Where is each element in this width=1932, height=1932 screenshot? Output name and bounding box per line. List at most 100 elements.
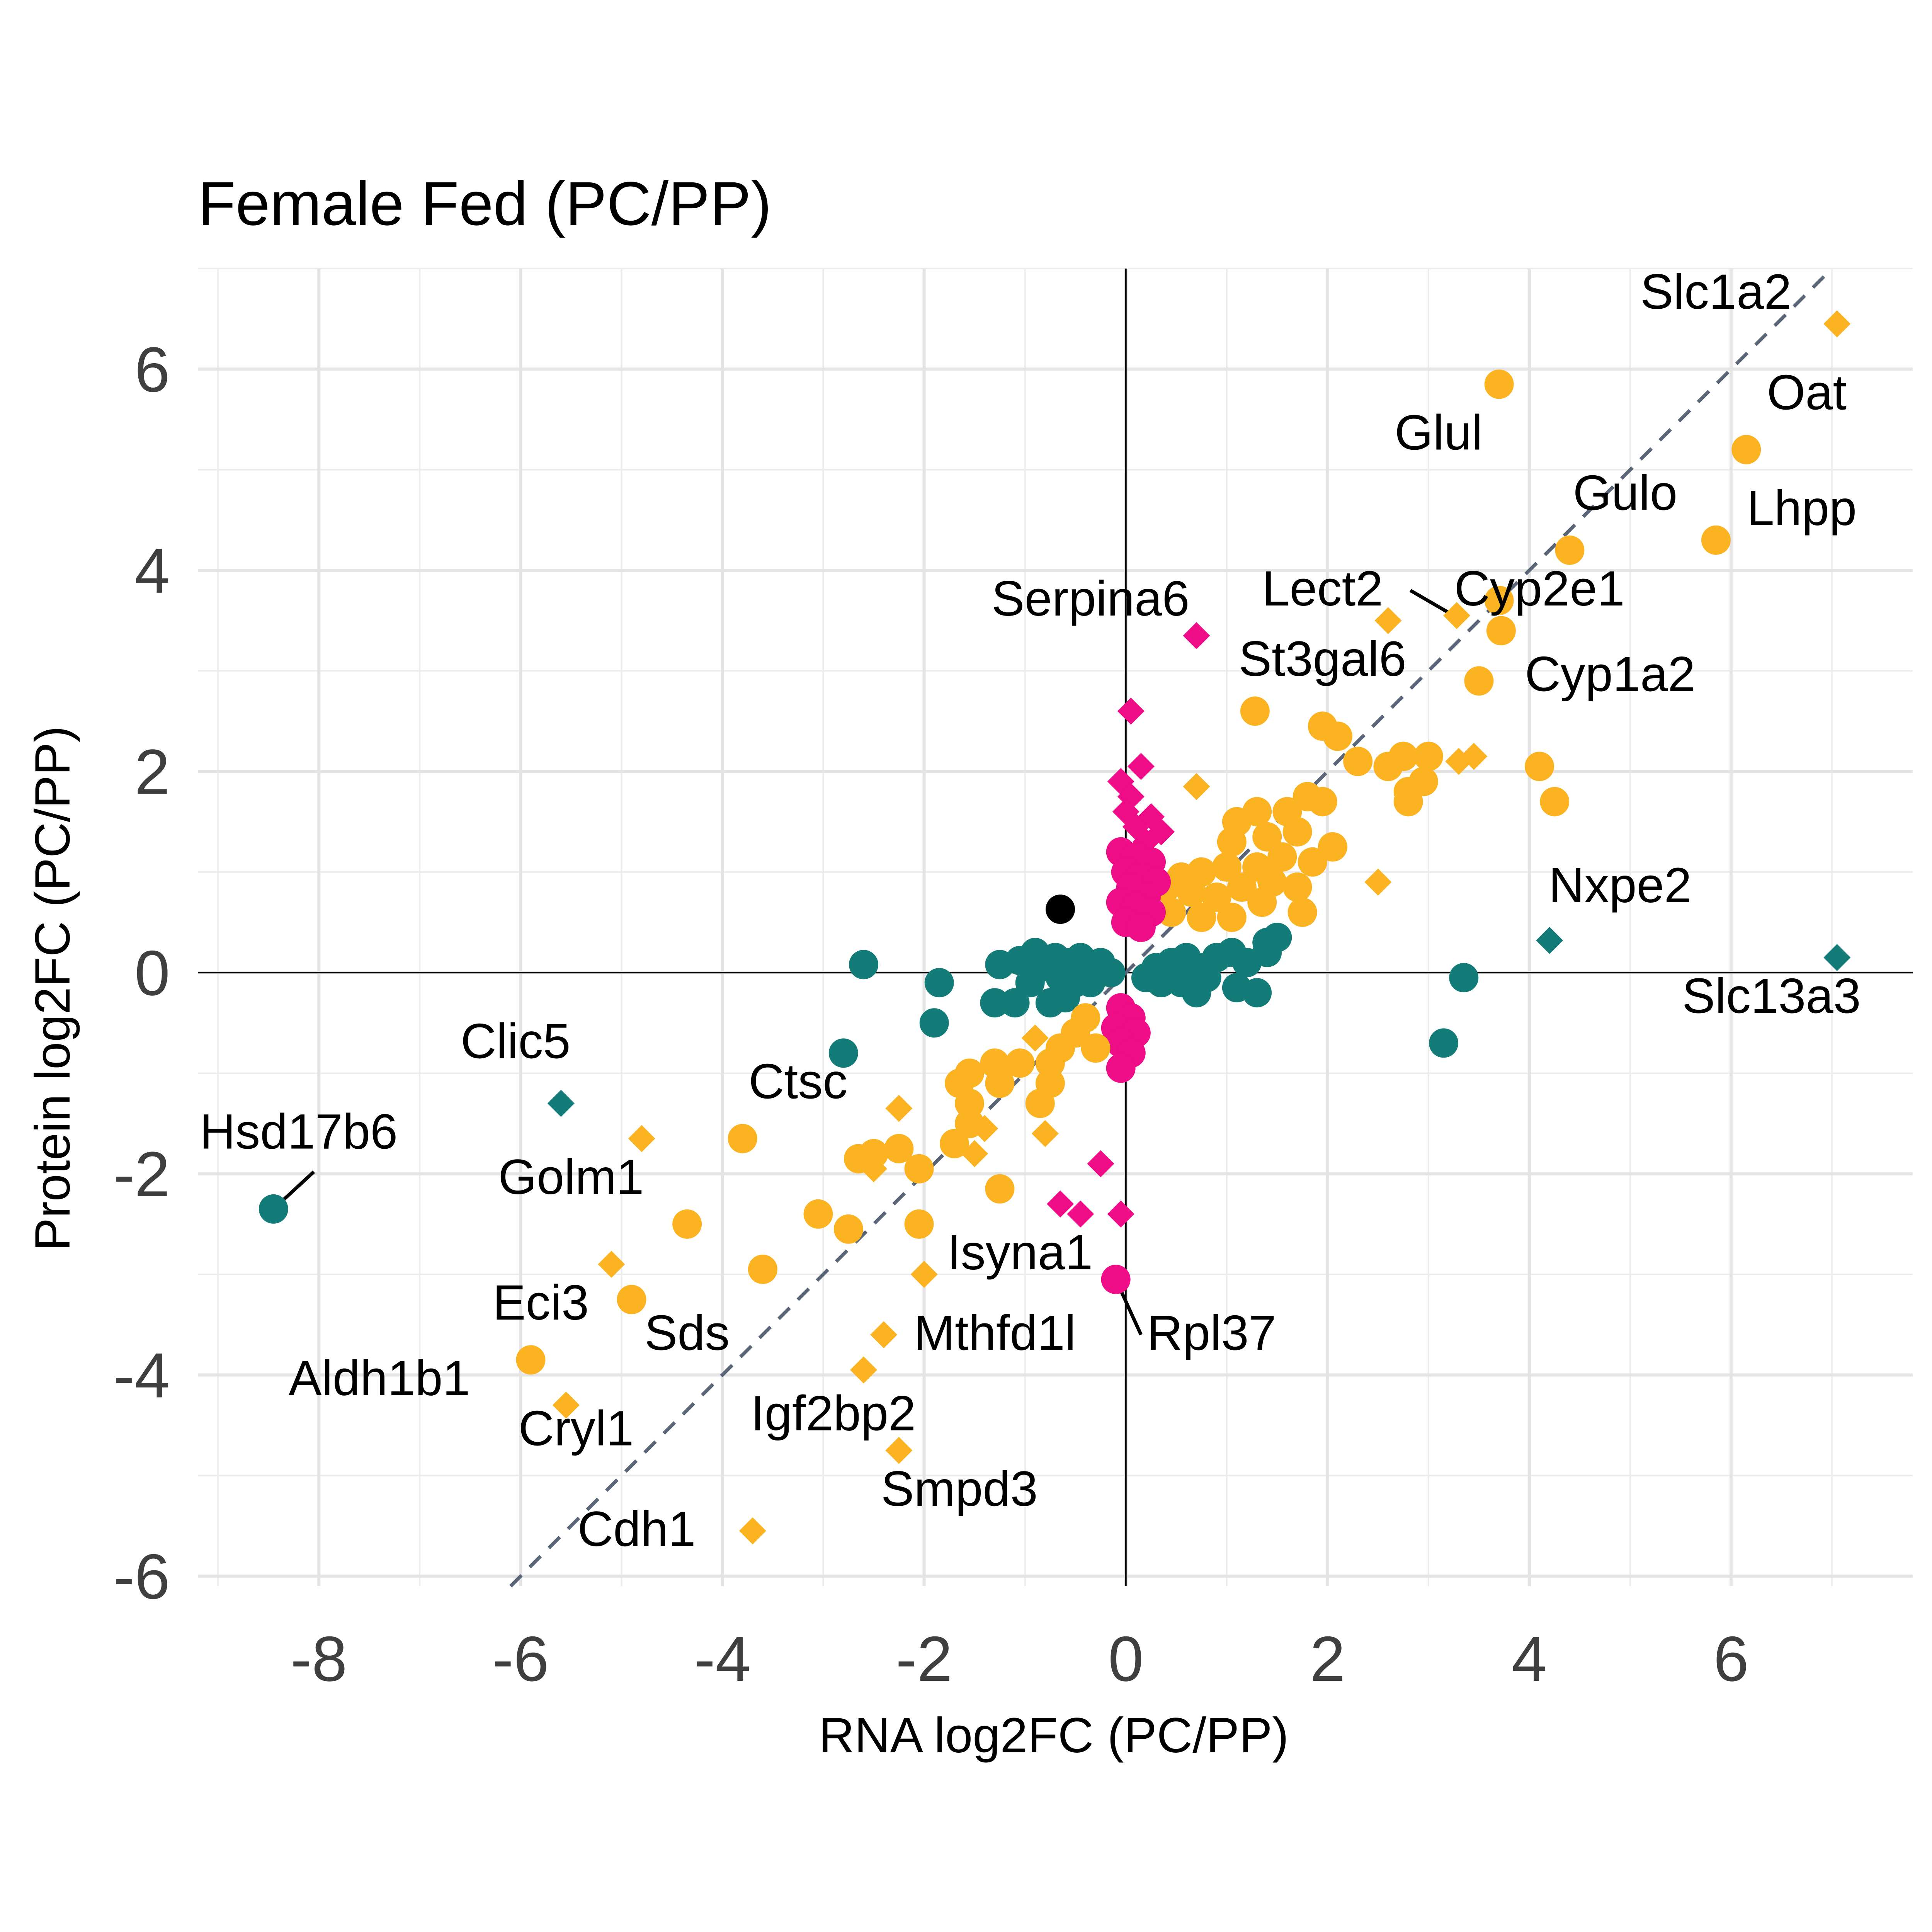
data-point-circle <box>924 968 954 998</box>
identity-diagonal-line <box>509 267 1833 1588</box>
data-point-diamond <box>1107 768 1134 795</box>
data-point-circle <box>884 1134 914 1163</box>
data-point-circle <box>803 1199 833 1229</box>
y-tick-label: 6 <box>134 334 170 405</box>
data-point-circle <box>1106 1053 1136 1083</box>
data-point-diamond <box>885 1437 913 1464</box>
data-point-circle <box>919 1008 949 1038</box>
gene-label: Hsd17b6 <box>200 1104 398 1160</box>
data-point-circle <box>1131 963 1161 993</box>
data-point-circle <box>1252 822 1282 852</box>
data-point-diamond <box>628 1125 655 1152</box>
y-tick-label: -2 <box>113 1139 170 1210</box>
data-point-circle <box>1388 742 1418 771</box>
data-point-circle <box>1701 525 1731 555</box>
data-point-circle <box>1212 852 1242 882</box>
data-point-circle <box>1192 963 1221 993</box>
data-point-circle <box>1217 902 1247 932</box>
data-point-circle <box>1484 369 1514 399</box>
data-point-circle <box>728 1124 757 1153</box>
y-axis-tick-labels: -6 -4 -2 0 2 4 6 <box>113 334 170 1612</box>
data-point-circle <box>1081 1033 1111 1063</box>
data-point-diamond <box>1443 602 1471 629</box>
data-point-circle <box>617 1285 646 1315</box>
data-point-circle <box>1525 752 1554 781</box>
data-point-circle <box>939 1129 969 1158</box>
gene-label: Gulo <box>1573 466 1677 521</box>
gene-label: Eci3 <box>493 1275 589 1330</box>
data-point-diamond <box>1374 607 1402 634</box>
y-tick-label: 4 <box>134 535 170 606</box>
gene-label: Cryl1 <box>519 1401 634 1456</box>
data-point-circle <box>1318 832 1347 862</box>
data-point-diamond <box>1127 753 1155 780</box>
data-point-circle <box>985 1174 1015 1204</box>
data-point-diamond <box>1823 944 1851 971</box>
gene-label: Mthfd1l <box>913 1305 1076 1361</box>
gene-label: Smpd3 <box>881 1461 1038 1517</box>
data-point-circle <box>1247 887 1277 917</box>
x-tick-label: 6 <box>1713 1623 1749 1694</box>
data-point-circle <box>1187 902 1216 932</box>
data-point-diamond <box>1823 310 1851 338</box>
major-gridlines <box>198 269 1913 1586</box>
data-point-diamond <box>850 1356 877 1384</box>
data-point-circle <box>672 1209 702 1239</box>
data-point-circle <box>1035 1048 1065 1078</box>
gene-label: Rpl37 <box>1147 1305 1276 1361</box>
y-tick-label: -6 <box>113 1541 170 1612</box>
gene-label: Golm1 <box>498 1150 644 1205</box>
gene-label: Lect2 <box>1262 561 1383 616</box>
gene-label: St3gal6 <box>1239 631 1406 687</box>
data-point-circle <box>1051 983 1080 1013</box>
y-tick-label: -4 <box>113 1340 170 1411</box>
data-point-circle <box>1282 817 1312 847</box>
data-point-circle <box>849 950 878 980</box>
data-point-diamond <box>885 1095 913 1122</box>
data-point-circle <box>1429 1028 1459 1058</box>
data-point-diamond <box>552 1391 580 1419</box>
data-point-circle <box>1101 1265 1131 1294</box>
gene-label: Cdh1 <box>578 1502 696 1557</box>
data-point-circle <box>904 1154 934 1184</box>
data-point-circle <box>1177 877 1206 907</box>
data-point-circle <box>1015 968 1045 998</box>
data-point-circle <box>516 1345 546 1375</box>
data-point-circle <box>1240 696 1270 726</box>
data-point-diamond <box>1031 1120 1059 1147</box>
chart-title: Female Fed (PC/PP) <box>198 169 772 238</box>
data-point-circle <box>1227 872 1257 902</box>
gene-label: Igf2bp2 <box>751 1386 916 1441</box>
data-point-circle <box>1298 847 1327 877</box>
data-point-circle <box>1282 872 1312 902</box>
data-point-circle <box>1000 988 1030 1018</box>
data-point-circle <box>1449 963 1479 993</box>
data-point-diamond <box>1087 1150 1114 1177</box>
x-tick-label: -6 <box>492 1623 549 1694</box>
data-point-circle <box>1393 787 1423 816</box>
data-point-diamond <box>1460 743 1488 770</box>
y-tick-label: 2 <box>134 736 170 808</box>
data-point-circle <box>833 1214 863 1244</box>
gene-label: Clic5 <box>461 1014 571 1069</box>
data-point-circle <box>1217 827 1247 857</box>
gene-label: Nxpe2 <box>1549 858 1692 913</box>
data-point-circle <box>1005 1048 1035 1078</box>
gene-label: Glul <box>1395 405 1483 461</box>
data-point-circle <box>1202 882 1231 912</box>
data-point-circle <box>1025 1088 1055 1118</box>
data-point-circle <box>1555 535 1585 565</box>
leader-line <box>1409 589 1455 617</box>
data-point-circle <box>828 1038 858 1068</box>
y-axis-title: Protein log2FC (PC/PP) <box>25 726 80 1251</box>
data-point-circle <box>955 1088 985 1118</box>
data-point-diamond <box>1021 1024 1049 1052</box>
gene-label: Oat <box>1767 365 1847 420</box>
data-point-diamond <box>961 1140 988 1167</box>
data-point-circle <box>1343 747 1373 776</box>
data-point-circle <box>259 1194 288 1224</box>
x-tick-label: 2 <box>1310 1623 1345 1694</box>
gene-label: Slc13a3 <box>1682 968 1861 1024</box>
gene-label: Cyp2e1 <box>1454 561 1624 616</box>
data-point-circle <box>1413 742 1443 771</box>
